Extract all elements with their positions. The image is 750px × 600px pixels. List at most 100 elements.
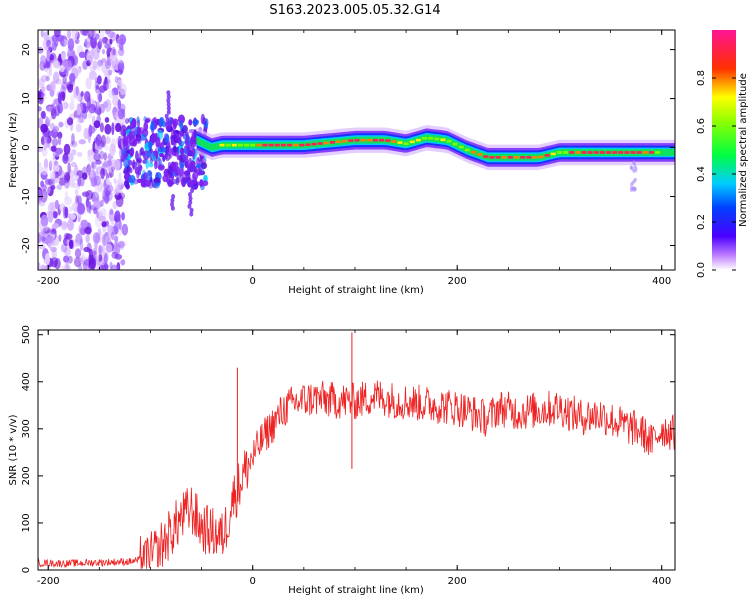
spectral-blob (201, 180, 209, 187)
spectral-blob (85, 233, 90, 243)
ridge-core (495, 156, 501, 159)
snr-line (38, 380, 675, 569)
spectral-blob (136, 171, 140, 179)
snr-ticks: -200 0 200 400 0 100 200 300 400 500 (21, 325, 675, 587)
spectral-blob (110, 216, 115, 226)
spectral-blob (150, 120, 155, 132)
spectral-blob (117, 62, 124, 70)
ridge-core (458, 145, 464, 149)
ridge-core (556, 151, 562, 154)
y-tick-label: 300 (21, 419, 32, 438)
spectral-blob (185, 170, 190, 176)
spectral-blob (634, 168, 638, 173)
spectral-blob (62, 153, 69, 165)
spectral-blob (121, 223, 129, 236)
spectral-blob (54, 164, 60, 172)
spectral-blob (48, 178, 56, 187)
spectral-blob (49, 54, 55, 61)
spectral-blob (92, 207, 98, 215)
spectral-blob (185, 162, 190, 168)
spectrogram-frame (37, 29, 676, 271)
spectral-blob (190, 179, 196, 186)
spectral-blob (70, 213, 76, 220)
spectral-blob (51, 223, 60, 229)
spectral-blob (52, 210, 58, 219)
spectral-blob (166, 98, 171, 104)
ridge-core (569, 151, 575, 154)
spectral-blob (90, 104, 96, 111)
spectral-blob (155, 136, 161, 148)
spectral-blob (165, 121, 170, 127)
spectral-blob (63, 246, 71, 257)
spectral-blob (164, 133, 170, 144)
spectral-blob (71, 149, 77, 156)
ridge-core (268, 143, 274, 147)
spectral-blob (199, 179, 204, 187)
spectral-blob (105, 177, 110, 186)
spectral-blob (191, 147, 196, 157)
spectral-blob (190, 184, 195, 190)
spectral-blob (99, 199, 104, 208)
spectral-blob (165, 117, 170, 123)
spectral-blob (158, 158, 162, 167)
spectral-blob (184, 154, 189, 160)
spectral-blob (184, 158, 189, 164)
spectral-blob (84, 256, 89, 270)
spectral-blob (78, 117, 85, 124)
snr-panel: -200 0 200 400 0 100 200 300 400 500 Height of st… (8, 325, 676, 596)
spectral-blob (98, 38, 103, 46)
spectral-blob (83, 127, 90, 140)
spectral-blob (108, 89, 115, 99)
spectral-blob (117, 108, 125, 120)
spectral-blob (62, 221, 68, 229)
spectral-blob (61, 81, 69, 91)
spectral-blob (38, 233, 42, 244)
spectral-blob (86, 166, 93, 175)
spectral-blob (38, 78, 45, 89)
spectral-blob (41, 184, 47, 192)
spectral-blob (145, 158, 150, 170)
spectral-blob (109, 31, 117, 42)
spectral-blob (86, 163, 92, 176)
spectral-blob (85, 77, 92, 90)
spectral-blob (64, 262, 71, 270)
ridge-core (299, 143, 305, 147)
spectral-blob (186, 166, 191, 172)
spectral-blob (76, 95, 81, 102)
x-tick-label: 200 (448, 576, 467, 587)
spectral-blob (97, 75, 102, 85)
ridge-core (612, 151, 618, 154)
spectral-blob (45, 43, 52, 53)
spectral-blob (185, 135, 190, 141)
spectral-blob (104, 144, 109, 151)
spectral-blob (188, 199, 193, 205)
spectral-blob (83, 246, 91, 253)
spectral-blob (78, 139, 86, 145)
ridge-core (403, 142, 409, 145)
spectral-blob (59, 64, 65, 73)
spectral-blob (68, 239, 74, 249)
spectral-blob (180, 147, 185, 155)
y-tick-label: 500 (21, 325, 32, 344)
spectral-blob (105, 135, 111, 144)
spectral-blob (49, 89, 55, 97)
spectral-blob (60, 265, 69, 270)
spectral-blob (175, 176, 180, 186)
spectral-blob (96, 61, 101, 72)
spectral-blob (54, 104, 61, 117)
spectral-blob (121, 211, 125, 221)
spectral-blob (75, 123, 82, 133)
spectral-blob (135, 136, 142, 144)
spectral-blob (120, 241, 128, 247)
spectral-blob (99, 122, 104, 133)
spectral-blob (70, 140, 78, 148)
spectral-blob (63, 143, 71, 155)
spectral-blob (118, 47, 125, 57)
y-tick-label: 200 (21, 466, 32, 485)
y-tick-label: -20 (21, 237, 32, 253)
spectral-blob (61, 39, 65, 46)
spectral-blob (187, 192, 192, 198)
ridge-core (379, 138, 385, 142)
spectral-blob (60, 220, 68, 231)
ridge-core (366, 138, 372, 142)
